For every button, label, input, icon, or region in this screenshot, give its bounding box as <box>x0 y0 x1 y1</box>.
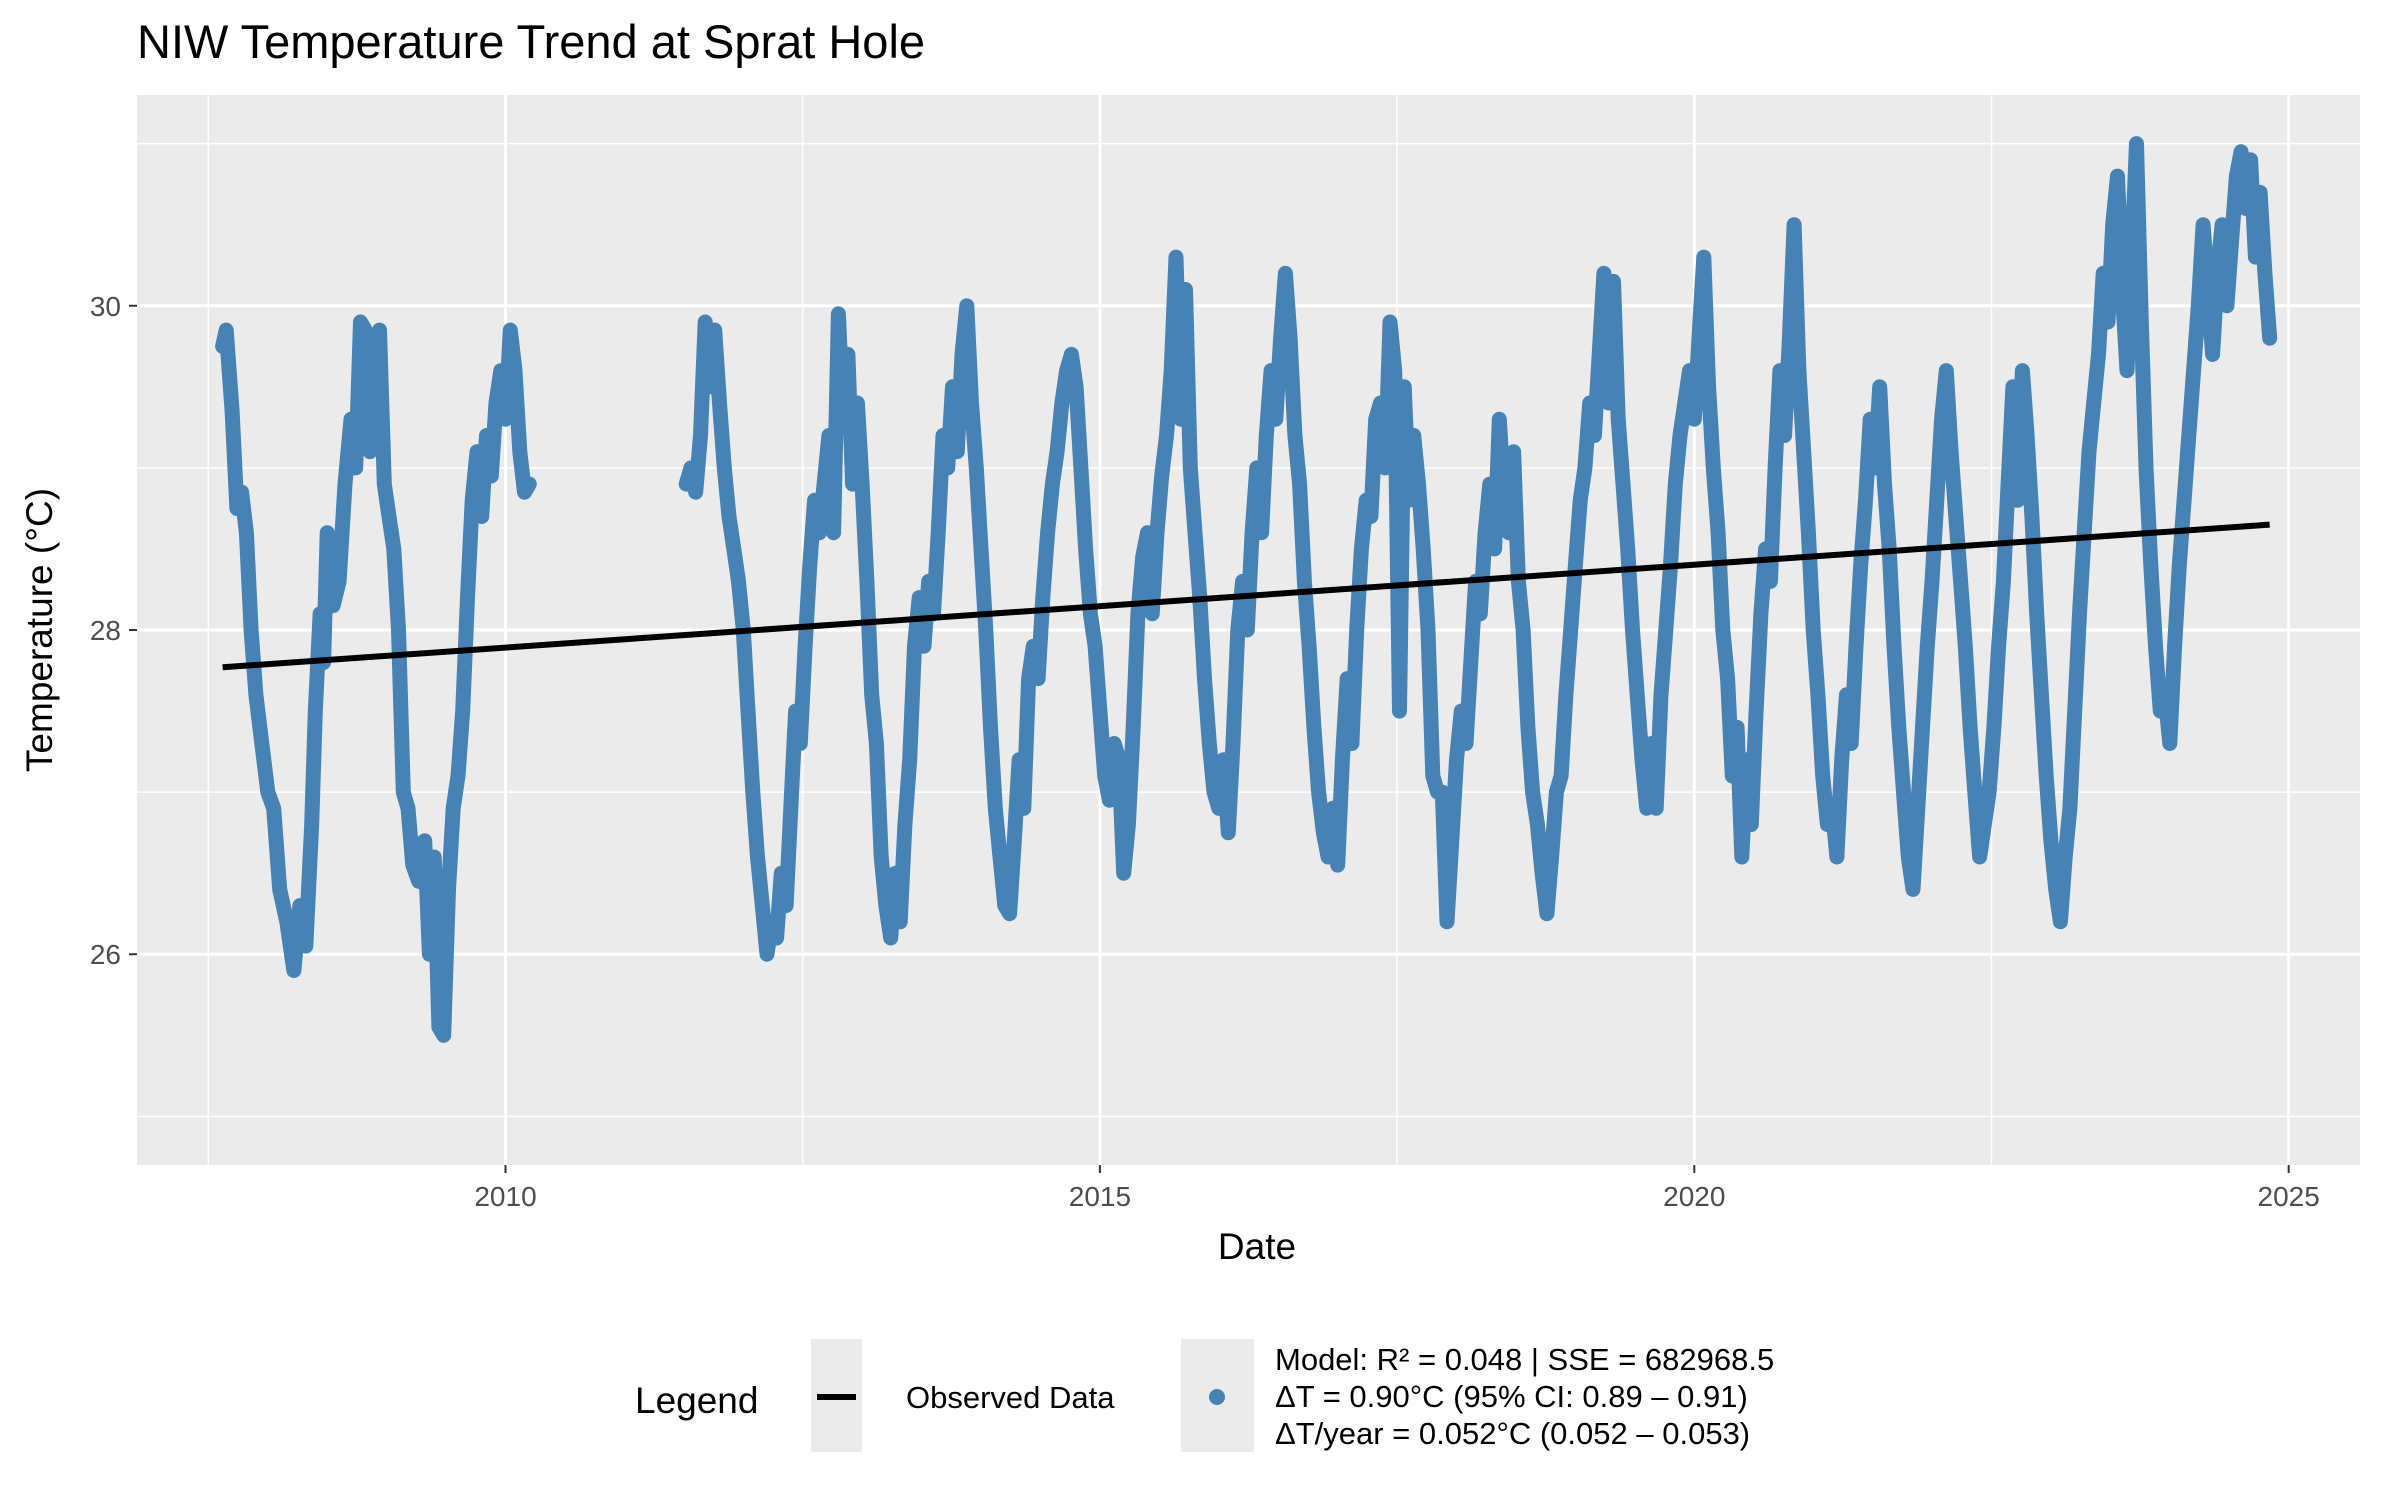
legend-label-model-line1: Model: R² = 0.048 | SSE = 682968.5 <box>1275 1342 1774 1377</box>
y-axis-label: Temperature (°C) <box>19 488 60 772</box>
legend-label-model-line3: ΔT/year = 0.052°C (0.052 – 0.053) <box>1275 1416 1750 1451</box>
axis-layer: 2010 2015 2020 2025 26 28 30 <box>90 291 2320 1212</box>
legend-label-model-line2: ΔT = 0.90°C (95% CI: 0.89 – 0.91) <box>1275 1379 1748 1414</box>
legend-title: Legend <box>635 1380 758 1421</box>
data-layer <box>215 136 2278 1043</box>
observed-data-series <box>678 136 2278 962</box>
observed-data-series <box>215 314 537 1043</box>
x-tick-label: 2015 <box>1069 1181 1131 1212</box>
y-tick-label: 30 <box>90 291 121 322</box>
x-tick-label: 2020 <box>1663 1181 1725 1212</box>
chart-title: NIW Temperature Trend at Sprat Hole <box>137 15 925 68</box>
x-axis-label: Date <box>1218 1226 1296 1267</box>
y-tick-label: 26 <box>90 939 121 970</box>
legend-label-observed: Observed Data <box>906 1380 1115 1415</box>
legend: Legend Observed Data Model: R² = 0.048 |… <box>635 1339 1774 1452</box>
x-tick-label: 2025 <box>2258 1181 2320 1212</box>
y-tick-label: 28 <box>90 615 121 646</box>
trend-line <box>222 521 2270 671</box>
x-tick-label: 2010 <box>474 1181 536 1212</box>
legend-key-model-point <box>1209 1389 1225 1405</box>
